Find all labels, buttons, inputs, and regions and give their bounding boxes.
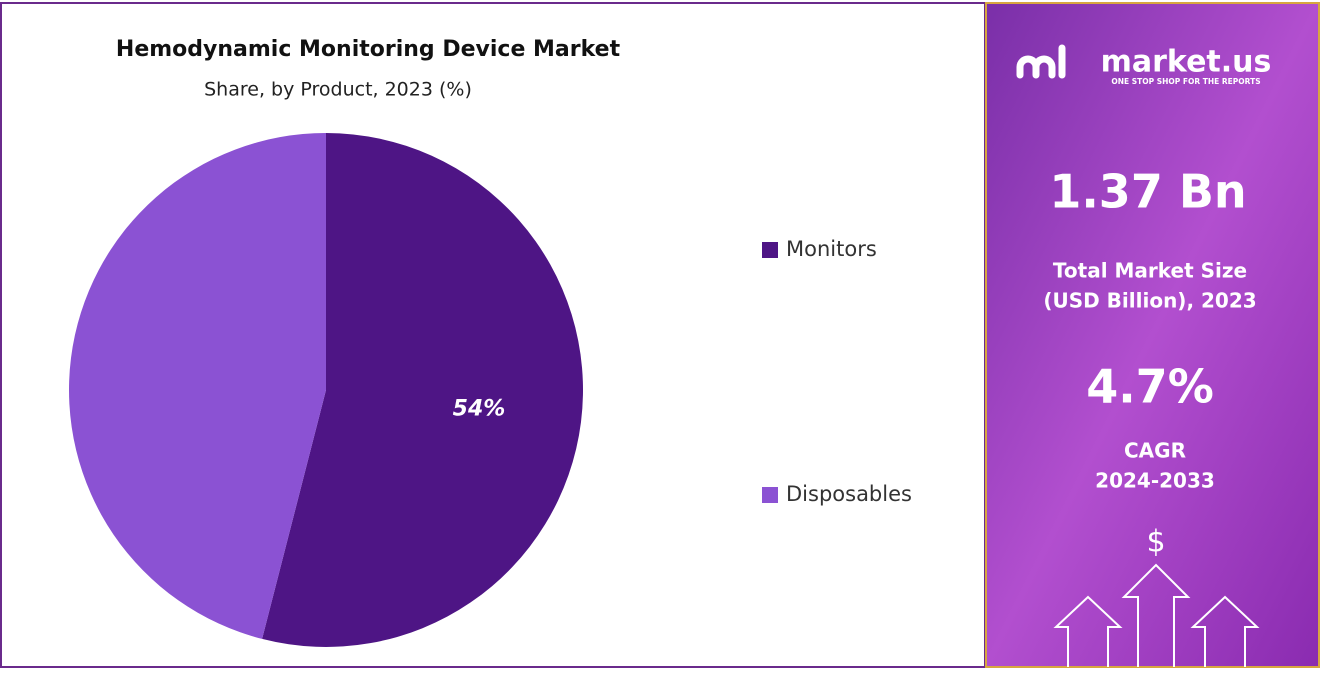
sidebar-panel [985,2,1320,668]
cagr-label: 2024-2033 [1095,469,1215,493]
chart-subtitle: Share, by Product, 2023 (%) [204,79,472,101]
chart-title: Hemodynamic Monitoring Device Market [116,37,621,62]
legend-label: Monitors [786,237,877,261]
brand-name: market.us [1101,45,1272,80]
cagr: 4.7% [1086,360,1214,414]
brand-logo [1016,44,1066,79]
legend-label: Disposables [786,482,912,506]
arrows-icon [1053,563,1260,667]
data-label: 54% [453,396,506,421]
pie-slice [262,133,584,647]
cagr-label: CAGR [1124,439,1186,463]
brand-tagline: ONE STOP SHOP FOR THE REPORTS [1111,77,1260,86]
legend-swatch [762,487,778,503]
market-size-label: (USD Billion), 2023 [1043,289,1256,313]
market-size-label: Total Market Size [1053,259,1247,283]
pie-slice [69,133,327,639]
market-size: 1.37 Bn [1049,165,1246,219]
dollar-icon: $ [1146,525,1165,560]
legend-swatch [762,242,778,258]
